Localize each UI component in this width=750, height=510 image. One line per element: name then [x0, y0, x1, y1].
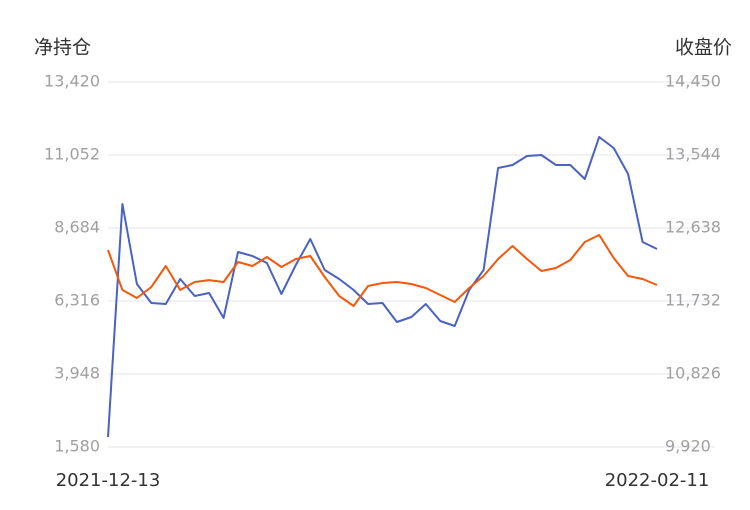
y2-tick-label: 11,732 — [665, 291, 721, 310]
y-tick-label: 6,316 — [54, 291, 100, 310]
y-tick-label: 11,052 — [44, 145, 100, 164]
x-tick-label: 2022-02-11 — [605, 470, 710, 491]
y-tick-label: 1,580 — [54, 437, 100, 456]
y-tick-label: 8,684 — [54, 218, 100, 237]
series-line — [107, 136, 658, 438]
y2-tick-label: 12,638 — [665, 218, 721, 237]
y2-tick-label: 10,826 — [665, 364, 721, 383]
series-line — [107, 234, 658, 307]
y2-tick-label: 9,920 — [665, 437, 711, 456]
x-tick-label: 2021-12-13 — [56, 470, 161, 491]
y2-axis-title: 收盘价 — [675, 37, 732, 59]
y-axis-title: 净持仓 — [34, 37, 91, 59]
y-tick-label: 3,948 — [54, 364, 100, 383]
y-tick-label: 13,420 — [44, 72, 100, 91]
y2-tick-label: 13,544 — [665, 145, 721, 164]
y2-tick-label: 14,450 — [665, 72, 721, 91]
